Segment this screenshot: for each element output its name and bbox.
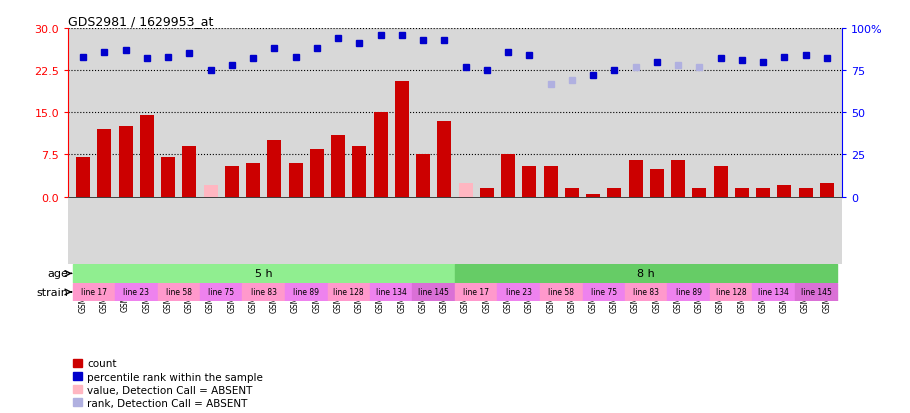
Bar <box>565 189 579 197</box>
Bar <box>455 264 837 283</box>
Text: line 75: line 75 <box>208 288 234 297</box>
Bar <box>799 189 813 197</box>
Bar <box>204 186 217 197</box>
Bar <box>157 283 200 301</box>
Text: line 134: line 134 <box>758 288 789 297</box>
Bar <box>118 127 133 197</box>
Bar <box>97 130 111 197</box>
Bar <box>777 186 792 197</box>
Text: GDS2981 / 1629953_at: GDS2981 / 1629953_at <box>68 15 214 28</box>
Bar <box>795 283 837 301</box>
Bar <box>501 155 515 197</box>
Bar <box>73 283 115 301</box>
Bar <box>183 147 197 197</box>
Text: line 128: line 128 <box>716 288 746 297</box>
Bar <box>713 166 727 197</box>
Bar <box>374 113 388 197</box>
Bar <box>543 166 558 197</box>
Bar <box>480 189 494 197</box>
Text: line 89: line 89 <box>676 288 702 297</box>
Bar <box>416 155 430 197</box>
Bar <box>438 121 451 197</box>
Bar <box>140 116 154 197</box>
Text: line 23: line 23 <box>123 288 149 297</box>
Bar <box>115 283 157 301</box>
Text: line 128: line 128 <box>333 288 364 297</box>
Text: line 83: line 83 <box>633 288 659 297</box>
Bar <box>370 283 412 301</box>
Bar <box>73 264 455 283</box>
Text: line 58: line 58 <box>166 288 192 297</box>
Bar <box>608 189 622 197</box>
Bar <box>242 283 285 301</box>
Bar <box>710 283 753 301</box>
Bar <box>693 189 706 197</box>
Bar <box>161 158 175 197</box>
Bar <box>650 169 663 197</box>
Text: line 17: line 17 <box>463 288 490 297</box>
Text: line 75: line 75 <box>591 288 617 297</box>
Text: line 17: line 17 <box>81 288 106 297</box>
Bar <box>328 283 370 301</box>
Text: age: age <box>47 269 68 279</box>
Bar <box>200 283 242 301</box>
Bar <box>352 147 367 197</box>
Bar <box>331 135 345 197</box>
Bar <box>76 158 90 197</box>
Bar <box>820 183 834 197</box>
Bar <box>753 283 795 301</box>
Text: line 83: line 83 <box>251 288 277 297</box>
Text: line 23: line 23 <box>506 288 531 297</box>
Bar <box>586 195 600 197</box>
Bar <box>540 283 582 301</box>
Bar <box>459 183 472 197</box>
Bar <box>582 283 625 301</box>
Bar <box>522 166 536 197</box>
Bar <box>668 283 710 301</box>
Text: 8 h: 8 h <box>637 269 655 279</box>
Text: strain: strain <box>36 287 68 297</box>
Bar <box>285 283 328 301</box>
Bar <box>625 283 668 301</box>
Bar <box>288 164 302 197</box>
Bar <box>672 161 685 197</box>
Bar <box>268 141 281 197</box>
Bar <box>629 161 642 197</box>
Text: line 145: line 145 <box>419 288 450 297</box>
Bar <box>310 150 324 197</box>
Text: 5 h: 5 h <box>255 269 273 279</box>
Bar <box>735 189 749 197</box>
Bar <box>395 82 409 197</box>
Text: line 134: line 134 <box>376 288 407 297</box>
Text: line 89: line 89 <box>293 288 319 297</box>
Text: line 145: line 145 <box>801 288 832 297</box>
Bar <box>225 166 238 197</box>
Bar <box>412 283 455 301</box>
Legend: count, percentile rank within the sample, value, Detection Call = ABSENT, rank, : count, percentile rank within the sample… <box>74 358 263 408</box>
Bar <box>498 283 540 301</box>
Bar <box>756 189 770 197</box>
Bar <box>247 164 260 197</box>
Bar <box>455 283 498 301</box>
Text: line 58: line 58 <box>548 288 574 297</box>
